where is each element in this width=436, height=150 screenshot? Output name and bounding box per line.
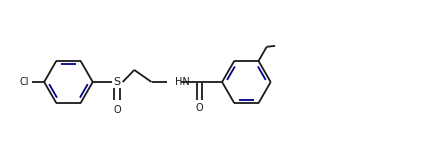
Text: O: O [113,105,121,115]
Text: S: S [113,77,121,87]
Text: Cl: Cl [20,77,29,87]
Text: HN: HN [175,77,190,87]
Text: O: O [195,103,203,113]
